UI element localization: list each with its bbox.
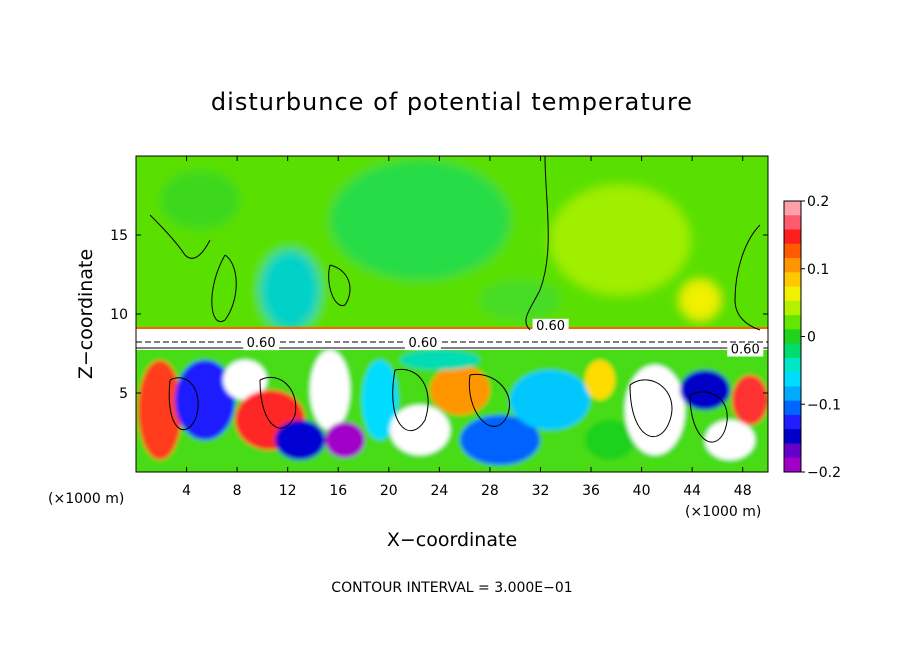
colorbar-swatch: [784, 400, 801, 416]
colorbar-tick-label: 0.1: [807, 262, 829, 278]
x-tick-label: 28: [481, 483, 499, 499]
contour-label-bg: [404, 336, 441, 351]
x-tick-label: 12: [279, 483, 297, 499]
x-tick-label: 40: [633, 483, 651, 499]
colorbar-swatch: [784, 443, 801, 459]
x-tick-label: 24: [430, 483, 448, 499]
colorbar-swatch: [784, 272, 801, 288]
colorbar-swatch: [784, 201, 801, 216]
colorbar-swatch: [784, 315, 801, 330]
y-axis-label: Z−coordinate: [75, 249, 97, 379]
y-tick-label: 5: [119, 386, 128, 402]
colorbar-tick-label: −0.2: [807, 465, 841, 481]
x-tick-label: 48: [734, 483, 752, 499]
colorbar-swatch: [784, 343, 801, 359]
y-tick-label: 15: [110, 228, 128, 244]
x-axis-unit-right: (×1000 m): [685, 504, 761, 520]
x-tick-label: 32: [532, 483, 550, 499]
x-tick-label: 44: [683, 483, 701, 499]
colorbar-tick-label: −0.1: [807, 397, 841, 413]
colorbar-tick-label: 0.2: [807, 194, 829, 210]
contour-labels: 0.60 0.60 0.60 0.60: [243, 318, 764, 358]
x-tick-label: 16: [329, 483, 347, 499]
colorbar-swatch: [784, 429, 801, 444]
colorbar-swatch: [784, 386, 801, 402]
colorbar-swatch: [784, 414, 801, 430]
colorbar-ticks: 0.2 0.1 0 −0.1 −0.2: [801, 194, 841, 481]
contour-label-bg: [727, 342, 764, 357]
colorbar-swatch: [784, 300, 801, 316]
inversion-band: [136, 328, 768, 350]
colorbar-swatch: [784, 229, 801, 245]
x-tick-label: 36: [582, 483, 600, 499]
contour-label: 0.60: [536, 319, 565, 334]
x-tick-label: 8: [233, 483, 242, 499]
colorbar: [783, 200, 802, 473]
colorbar-swatch: [784, 357, 801, 373]
colorbar-swatch: [784, 372, 801, 387]
colorbar-swatch: [784, 215, 801, 231]
colorbar-swatch: [784, 329, 801, 345]
colorbar-swatch: [784, 258, 801, 273]
x-tick-label: 20: [380, 483, 398, 499]
heatmap-field: [136, 156, 768, 472]
upper-layer: [136, 156, 768, 331]
x-axis-ticks: 4 8 12 16 20 24 28 32 36 40 44 48: [182, 156, 752, 499]
y-axis-ticks: 5 10 15: [110, 228, 768, 402]
contour-label: 0.60: [247, 336, 276, 351]
chart-title: disturbunce of potential temperature: [211, 88, 693, 116]
colorbar-swatch: [784, 457, 801, 473]
contour-label-bg: [243, 336, 280, 351]
colorbar-tick-label: 0: [807, 330, 816, 346]
contour-label-bg: [532, 318, 569, 333]
contour-label: 0.60: [408, 336, 437, 351]
y-tick-label: 10: [110, 307, 128, 323]
x-axis-unit-left: (×1000 m): [48, 491, 124, 507]
lower-layer: [136, 345, 768, 472]
contour-label: 0.60: [731, 343, 760, 358]
contour-interval-note: CONTOUR INTERVAL = 3.000E−01: [331, 580, 572, 596]
colorbar-swatch: [784, 286, 801, 302]
contour-lines: [136, 156, 768, 443]
x-axis-label: X−coordinate: [387, 529, 517, 551]
colorbar-swatch: [784, 243, 801, 259]
x-tick-label: 4: [182, 483, 191, 499]
